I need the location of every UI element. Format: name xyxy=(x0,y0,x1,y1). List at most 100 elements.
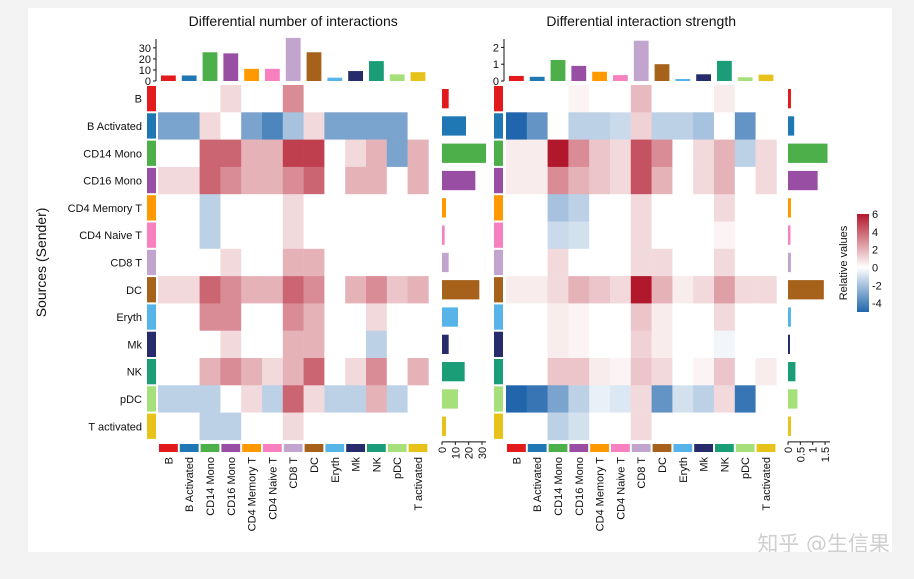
heatmap-cell xyxy=(506,358,528,386)
top-bar-cd8-t xyxy=(285,37,301,81)
heatmap-cell xyxy=(651,276,673,304)
heatmap-cell xyxy=(199,85,221,113)
heatmap-cell xyxy=(386,112,408,140)
col-color-nk xyxy=(367,444,386,452)
heatmap-cell xyxy=(630,194,652,222)
heatmap-cell xyxy=(693,358,715,386)
col-color-dc xyxy=(304,444,324,452)
watermark-text: 知乎 @生信果 xyxy=(757,532,890,552)
legend-tick-label: -2 xyxy=(872,280,882,292)
right-bar-b xyxy=(442,89,449,109)
heatmap-cell xyxy=(262,85,284,113)
heatmap-cell xyxy=(158,358,180,386)
heatmap-cell xyxy=(526,385,548,413)
heatmap-cell xyxy=(178,248,200,277)
heatmap-cell xyxy=(303,166,325,195)
heatmap-cell xyxy=(610,194,632,222)
heatmap-cell xyxy=(386,276,408,304)
heatmap-cell xyxy=(630,112,652,140)
top-bar-nk xyxy=(717,60,732,81)
row-label-dc: DC xyxy=(126,285,142,297)
heatmap-cell xyxy=(262,303,284,331)
heatmap-cell xyxy=(178,330,200,359)
heatmap-cell xyxy=(734,276,756,304)
heatmap-cell xyxy=(693,248,715,277)
heatmap-cell xyxy=(262,221,284,250)
heatmap-cell xyxy=(220,85,242,113)
heatmap-cell xyxy=(651,139,673,168)
heatmap-cell xyxy=(547,166,569,195)
heatmap-cell xyxy=(693,166,715,195)
heatmap-cell xyxy=(714,303,736,331)
row-color-b xyxy=(147,86,156,112)
heatmap-cell xyxy=(610,303,632,331)
top-bar-b-activated xyxy=(181,75,197,81)
col-label-cd4-naive-t: CD4 Naive T xyxy=(267,457,279,520)
heatmap-cell xyxy=(324,85,346,113)
heatmap-cell xyxy=(672,412,694,441)
heatmap-cell xyxy=(526,248,548,277)
heatmap-cell xyxy=(734,85,756,113)
heatmap-cell xyxy=(345,385,367,413)
heatmap-cell xyxy=(407,385,429,413)
heatmap-cell xyxy=(178,303,200,331)
row-color-eryth xyxy=(147,304,156,330)
right-bar-eryth xyxy=(788,307,791,327)
col-color-cd16-mono xyxy=(569,444,589,452)
heatmap-cell xyxy=(262,385,284,413)
heatmap-cell xyxy=(630,85,652,113)
heatmap-cell xyxy=(324,221,346,250)
heatmap-cell xyxy=(345,412,367,441)
heatmap-cell xyxy=(366,139,388,168)
heatmap-cell xyxy=(693,194,715,222)
heatmap-cell xyxy=(282,166,304,195)
row-color-t-activated xyxy=(494,413,503,439)
row-label-b-activated: B Activated xyxy=(87,121,142,133)
heatmap-cell xyxy=(303,358,325,386)
col-label-dc: DC xyxy=(657,457,669,473)
heatmap-cell xyxy=(672,194,694,222)
heatmap-cell xyxy=(506,85,528,113)
heatmap-cell xyxy=(366,166,388,195)
heatmap-cell xyxy=(303,85,325,113)
heatmap-cell xyxy=(755,330,777,359)
heatmap-cell xyxy=(178,385,200,413)
heatmap-cell xyxy=(345,194,367,222)
heatmap-cell xyxy=(386,303,408,331)
heatmap-cell xyxy=(220,303,242,331)
heatmap-cell xyxy=(345,112,367,140)
col-color-b-activated xyxy=(527,444,547,452)
heatmap-cell xyxy=(672,303,694,331)
heatmap-cell xyxy=(589,112,611,140)
heatmap-cell xyxy=(220,412,242,441)
heatmap-cell xyxy=(693,412,715,441)
heatmap-cell xyxy=(303,330,325,359)
col-label-eryth: Eryth xyxy=(678,457,690,483)
heatmap-cell xyxy=(324,358,346,386)
heatmap-cell xyxy=(241,221,263,250)
right-bar-cd4-memory-t xyxy=(788,198,791,218)
heatmap-cell xyxy=(345,221,367,250)
col-color-dc xyxy=(652,444,672,452)
top-tick-label: 2 xyxy=(493,42,499,54)
heatmap-cell xyxy=(755,139,777,168)
row-color-t-activated xyxy=(147,413,156,439)
heatmap-cell xyxy=(610,221,632,250)
heatmap-cell xyxy=(589,194,611,222)
heatmap-cell xyxy=(220,112,242,140)
heatmap-cell xyxy=(241,412,263,441)
col-label-cd4-memory-t: CD4 Memory T xyxy=(595,457,607,532)
right-bar-dc xyxy=(788,280,824,300)
heatmap-cell xyxy=(547,221,569,250)
color-legend: 6 4 2 0 -2 -4 Relative values xyxy=(838,209,882,312)
heatmap-cell xyxy=(366,330,388,359)
right-bar-dc xyxy=(442,280,480,300)
row-label-cd8-t: CD8 T xyxy=(110,257,142,269)
heatmap-cell xyxy=(386,412,408,441)
row-label-eryth: Eryth xyxy=(116,312,142,324)
heatmap-cell xyxy=(589,276,611,304)
heatmap-cell xyxy=(407,303,429,331)
heatmap-cell xyxy=(630,139,652,168)
heatmap-cell xyxy=(610,412,632,441)
col-label-dc: DC xyxy=(309,457,321,473)
